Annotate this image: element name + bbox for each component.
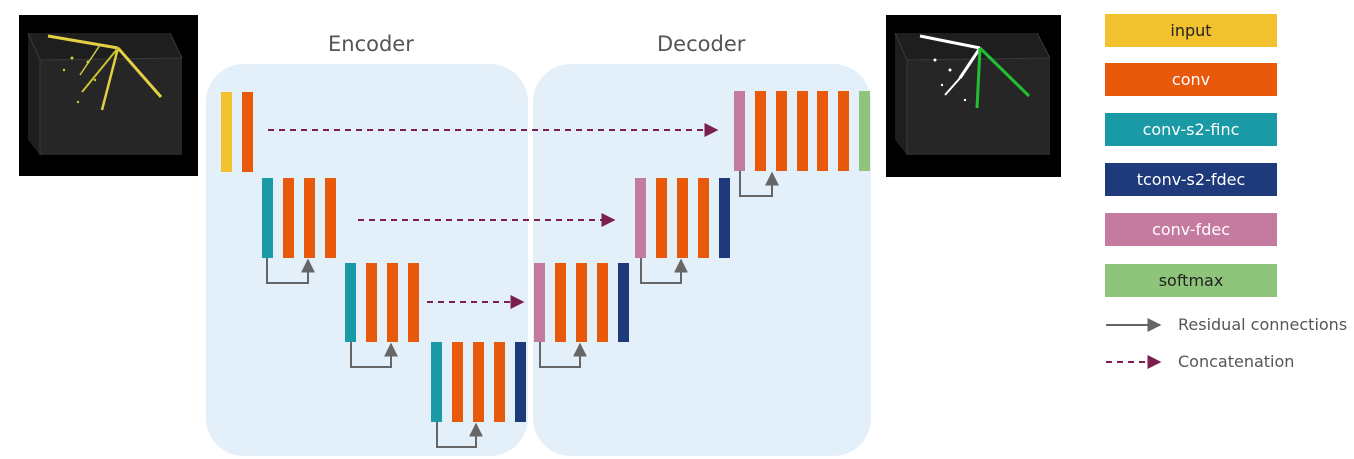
block-tconv-s2-fdec: [618, 263, 629, 342]
legend-conv-label: conv: [1171, 70, 1211, 89]
legend-tconv-s2-fdec: tconv-s2-fdec: [1105, 163, 1277, 196]
block-conv: [304, 178, 315, 258]
block-conv-s2-finc: [262, 178, 273, 258]
block-input: [221, 92, 232, 172]
enc-level-1: [262, 178, 336, 258]
legend-residual-label: Residual connections: [1178, 315, 1348, 334]
input-event-image: [19, 15, 198, 176]
encoder-panel: [206, 64, 528, 456]
legend-conv: conv: [1105, 63, 1277, 96]
legend-conv-fdec-label: conv-fdec: [1152, 220, 1230, 239]
block-conv-s2-finc: [431, 342, 442, 422]
block-conv: [776, 91, 787, 171]
legend-input-label: input: [1170, 21, 1212, 40]
block-conv: [387, 263, 398, 342]
block-conv: [452, 342, 463, 422]
block-conv: [597, 263, 608, 342]
legend-conv-fdec: conv-fdec: [1105, 213, 1277, 246]
dec-level-0: [734, 91, 808, 171]
dec-level-2: [534, 263, 629, 342]
block-conv: [838, 91, 849, 171]
block-conv-fdec: [635, 178, 646, 258]
output-event-image: [886, 15, 1061, 177]
residual-arrow-3: [539, 342, 587, 368]
block-conv: [555, 263, 566, 342]
block-conv: [473, 342, 484, 422]
connections: [266, 123, 779, 448]
block-conv-s2-finc: [345, 263, 356, 342]
residual-arrow-5: [739, 171, 779, 197]
block-tconv-s2-fdec: [719, 178, 730, 258]
block-conv: [576, 263, 587, 342]
block-softmax: [859, 91, 870, 171]
block-tconv-s2-fdec: [515, 342, 526, 422]
legend-softmax: softmax: [1105, 264, 1277, 297]
legend-softmax-label: softmax: [1158, 271, 1224, 290]
decoder-title: Decoder: [657, 32, 746, 56]
block-conv: [755, 91, 766, 171]
block-conv: [242, 92, 253, 172]
residual-arrow-4: [640, 258, 688, 284]
block-conv: [677, 178, 688, 258]
legend-tconv-s2-fdec-label: tconv-s2-fdec: [1136, 170, 1246, 189]
block-conv: [817, 91, 828, 171]
legend-conv-s2-finc-label: conv-s2-finc: [1142, 120, 1240, 139]
layer-blocks: [221, 91, 870, 422]
legend-line-samples: [1106, 318, 1162, 369]
block-conv: [698, 178, 709, 258]
enc-level-2: [345, 263, 419, 342]
legend-concat-label: Concatenation: [1178, 352, 1295, 371]
residual-arrow-0: [266, 258, 315, 284]
residual-arrow-1: [350, 342, 398, 368]
residual-arrow-2: [436, 422, 483, 448]
dec-output: [817, 91, 870, 171]
enc-level-3: [431, 342, 526, 422]
dec-level-1: [635, 178, 730, 258]
block-conv: [283, 178, 294, 258]
legend-input: input: [1105, 14, 1277, 47]
block-conv: [656, 178, 667, 258]
enc-level-0: [221, 92, 253, 172]
block-conv: [408, 263, 419, 342]
encoder-title: Encoder: [328, 32, 414, 56]
block-conv-fdec: [734, 91, 745, 171]
block-conv: [366, 263, 377, 342]
legend-conv-s2-finc: conv-s2-finc: [1105, 113, 1277, 146]
block-conv-fdec: [534, 263, 545, 342]
block-conv: [797, 91, 808, 171]
block-conv: [325, 178, 336, 258]
block-conv: [494, 342, 505, 422]
